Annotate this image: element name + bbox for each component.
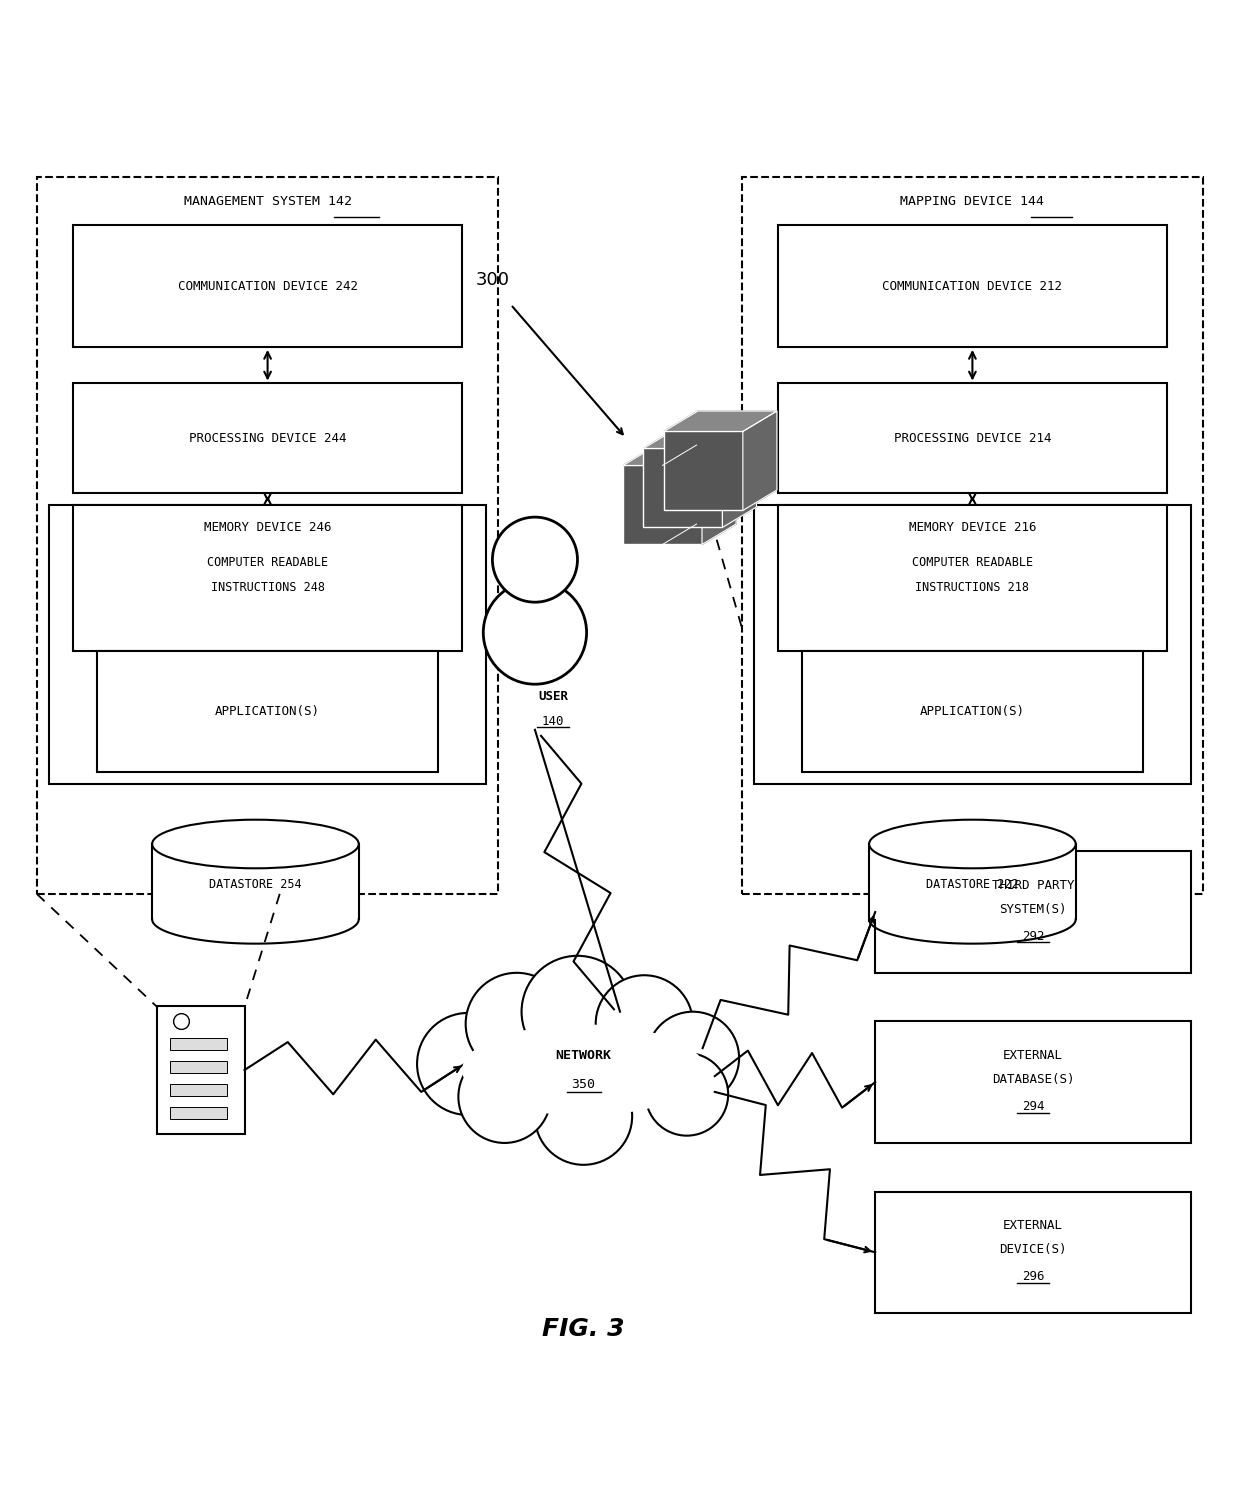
Text: 296: 296 [1022,1270,1044,1284]
Bar [777,226,1167,347]
Polygon shape [723,428,756,528]
Circle shape [174,1014,190,1029]
Text: EXTERNAL: EXTERNAL [1003,1049,1063,1062]
Bar [73,226,463,347]
Bar [73,383,463,492]
Bar [153,844,358,920]
Polygon shape [702,444,737,545]
Text: COMPUTER READABLE: COMPUTER READABLE [207,555,329,568]
Circle shape [595,975,693,1073]
Bar [622,465,702,545]
Bar [48,506,486,784]
Bar [170,1038,227,1050]
Bar [869,844,1076,920]
Polygon shape [743,411,777,510]
Text: NETWORK: NETWORK [556,1049,611,1062]
Polygon shape [663,411,777,431]
Text: INSTRUCTIONS 218: INSTRUCTIONS 218 [915,580,1029,594]
Bar [777,383,1167,492]
Text: MAPPING DEVICE 144: MAPPING DEVICE 144 [900,194,1044,208]
Text: COMPUTER READABLE: COMPUTER READABLE [911,555,1033,568]
Bar [875,1191,1192,1313]
Text: 140: 140 [542,715,564,727]
Text: INSTRUCTIONS 248: INSTRUCTIONS 248 [211,580,325,594]
Bar [170,1107,227,1119]
Text: MEMORY DEVICE 216: MEMORY DEVICE 216 [909,521,1037,534]
Text: 294: 294 [1022,1100,1044,1113]
Text: MANAGEMENT SYSTEM 142: MANAGEMENT SYSTEM 142 [184,194,352,208]
Text: 292: 292 [1022,931,1044,942]
Circle shape [534,1068,632,1165]
Bar [98,651,438,772]
Polygon shape [644,428,756,449]
Circle shape [522,956,634,1068]
Text: EXTERNAL: EXTERNAL [1003,1219,1063,1233]
Text: 350: 350 [572,1079,595,1091]
Text: THIRD PARTY: THIRD PARTY [992,878,1074,892]
Bar [754,506,1192,784]
Text: USER: USER [538,691,568,703]
Circle shape [647,1011,739,1104]
Bar [663,431,743,510]
Bar [170,1061,227,1073]
Ellipse shape [869,820,1075,868]
Circle shape [417,1013,520,1115]
Bar [875,851,1192,972]
Text: DATASTORE 222: DATASTORE 222 [926,878,1019,890]
Ellipse shape [153,820,358,868]
Polygon shape [622,444,737,465]
Bar [157,1007,244,1134]
Text: PROCESSING DEVICE 214: PROCESSING DEVICE 214 [894,432,1052,444]
Text: FIG. 3: FIG. 3 [542,1316,625,1340]
Ellipse shape [444,1016,723,1125]
Circle shape [492,518,578,603]
Bar [644,449,723,528]
Text: SYSTEM(S): SYSTEM(S) [999,904,1066,916]
Text: DATABASE(S): DATABASE(S) [992,1073,1074,1086]
Bar [777,506,1167,651]
Text: COMMUNICATION DEVICE 212: COMMUNICATION DEVICE 212 [883,280,1063,293]
Bar [37,177,498,893]
Circle shape [459,1050,551,1143]
Text: PROCESSING DEVICE 244: PROCESSING DEVICE 244 [188,432,346,444]
Text: DEVICE(S): DEVICE(S) [999,1243,1066,1257]
Circle shape [466,972,568,1076]
Ellipse shape [484,580,587,684]
Bar [73,506,463,651]
Text: APPLICATION(S): APPLICATION(S) [920,705,1025,718]
Bar [802,651,1142,772]
Text: DATASTORE 254: DATASTORE 254 [210,878,301,890]
Ellipse shape [463,1025,706,1116]
Bar [875,1022,1192,1143]
Text: COMMUNICATION DEVICE 242: COMMUNICATION DEVICE 242 [177,280,357,293]
Bar [742,177,1203,893]
Bar [170,1085,227,1095]
Text: MEMORY DEVICE 246: MEMORY DEVICE 246 [203,521,331,534]
Text: 300: 300 [475,271,510,289]
Text: APPLICATION(S): APPLICATION(S) [215,705,320,718]
Circle shape [646,1053,728,1135]
